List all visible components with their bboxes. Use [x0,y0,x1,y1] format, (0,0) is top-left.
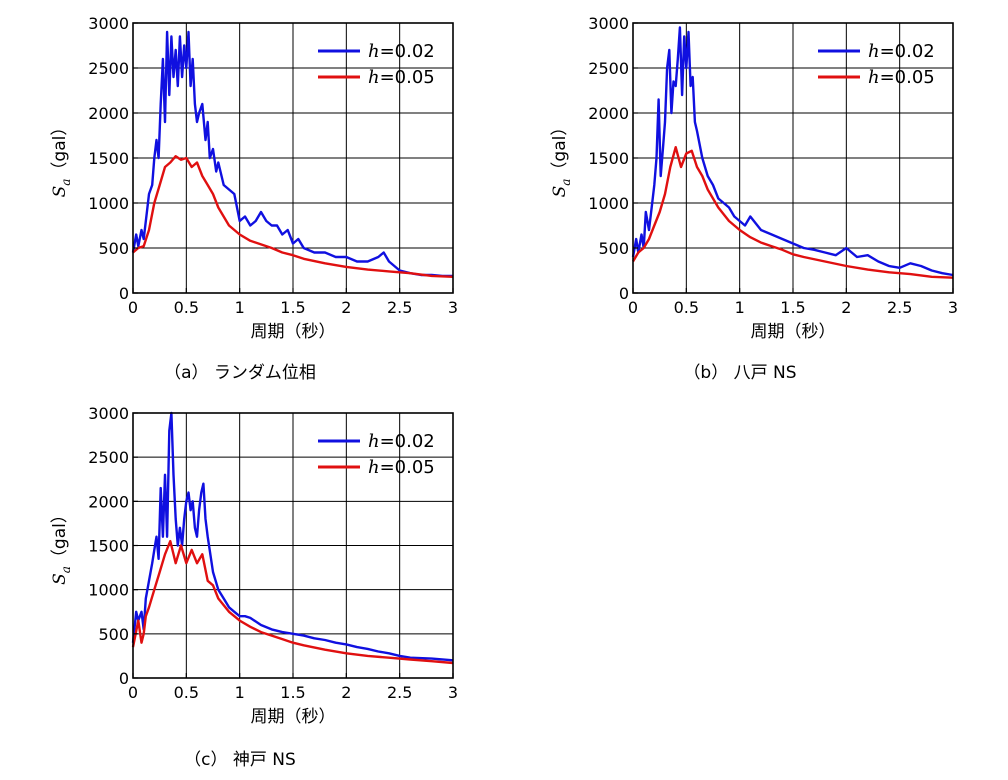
y-tick-label: 1000 [88,581,129,600]
x-tick-label: 1 [235,298,245,317]
x-tick-label: 0.5 [174,298,199,317]
y-tick-label: 500 [98,625,129,644]
legend-label-value: =0.05 [880,67,935,88]
x-tick-label: 3 [948,298,958,317]
x-tick-label: 1.5 [780,298,805,317]
series-line-h002 [131,411,454,662]
x-tick-label: 0 [628,298,638,317]
y-tick-label: 1000 [88,194,129,213]
y-tick-label: 2500 [88,448,129,467]
chart-panel-3: 0 0.5 1 1.5 2 2.5 3 0 500 1000 1500 2000 2500 3000 周期（… [50,404,458,770]
legend-label-italic: h [368,431,380,452]
legend-label-value: =0.05 [380,67,435,88]
x-tick-label: 1.5 [280,298,305,317]
y-axis-label: Sa（gal） [550,119,573,198]
x-tick-label: 2 [341,683,351,702]
y-axis-label: Sa（gal） [50,506,73,585]
x-axis-label: 周期（秒） [751,322,836,342]
y-tick-label: 500 [598,239,629,258]
series-line-h002 [131,30,453,278]
legend-label: h=0.05 [868,67,935,88]
legend-label-value: =0.02 [380,41,435,62]
y-tick-label: 3000 [88,14,129,33]
x-tick-label: 0 [128,298,138,317]
y-axis-symbol: S [50,573,70,585]
panel-caption: （a） ランダム位相 [164,363,316,383]
legend-label-value: =0.02 [880,41,935,62]
y-axis-unit: （gal） [550,119,570,179]
x-tick-label: 3 [448,683,458,702]
y-axis-subscript: a [59,566,73,573]
y-tick-label: 2500 [88,59,129,78]
legend-label: h=0.05 [368,457,435,478]
y-axis-label: Sa（gal） [50,119,73,198]
x-tick-label: 2.5 [887,298,912,317]
x-axis-label: 周期（秒） [251,707,336,727]
x-tick-label: 2.5 [387,298,412,317]
x-tick-label: 1 [735,298,745,317]
series-line-h005 [132,154,454,278]
y-tick-label: 0 [119,284,129,303]
legend-label-value: =0.05 [380,457,435,478]
x-tick-label: 1 [235,683,245,702]
x-tick-label: 3 [448,298,458,317]
y-tick-label: 1000 [588,194,629,213]
y-axis-subscript: a [559,179,573,186]
y-tick-label: 2000 [88,492,129,511]
legend-label: h=0.05 [368,67,435,88]
legend-label: h=0.02 [368,41,435,62]
y-tick-label: 1500 [88,537,129,556]
legend-label-italic: h [368,67,380,88]
y-tick-label: 500 [98,239,129,258]
chart-panel-2: 0 0.5 1 1.5 2 2.5 3 0 500 1000 1500 2000 2500 3000 周期（… [550,14,958,383]
x-tick-label: 2 [841,298,851,317]
legend-label-italic: h [368,41,380,62]
legend-label: h=0.02 [868,41,935,62]
y-axis-unit: （gal） [50,506,70,566]
x-tick-label: 1.5 [280,683,305,702]
y-tick-label: 3000 [588,14,629,33]
series-line-h005 [131,539,454,665]
series-line-h002 [631,26,954,277]
legend-label-italic: h [368,457,380,478]
panel-caption: （c） 神戸 NS [184,750,296,770]
y-axis-unit: （gal） [50,119,70,179]
x-tick-label: 0.5 [174,683,199,702]
x-tick-label: 0 [128,683,138,702]
x-tick-label: 2.5 [387,683,412,702]
y-tick-label: 0 [619,284,629,303]
panel-caption: （b） 八戸 NS [683,363,796,383]
x-tick-label: 0.5 [674,298,699,317]
chart-panel-1: 0 0.5 1 1.5 2 2.5 3 0 500 1000 1500 2000 2500 3000 周期（… [50,14,458,383]
y-tick-label: 2000 [588,104,629,123]
y-tick-label: 3000 [88,404,129,423]
y-tick-label: 1500 [588,149,629,168]
legend-label-italic: h [868,67,880,88]
x-axis-label: 周期（秒） [251,322,336,342]
series-line-h005 [631,145,954,279]
legend-label-italic: h [868,41,880,62]
y-axis-symbol: S [50,186,70,198]
legend-label: h=0.02 [368,431,435,452]
y-tick-label: 2000 [88,104,129,123]
legend-label-value: =0.02 [380,431,435,452]
y-tick-label: 0 [119,669,129,688]
y-axis-subscript: a [59,179,73,186]
y-tick-label: 1500 [88,149,129,168]
x-tick-label: 2 [341,298,351,317]
y-axis-symbol: S [550,186,570,198]
y-tick-label: 2500 [588,59,629,78]
